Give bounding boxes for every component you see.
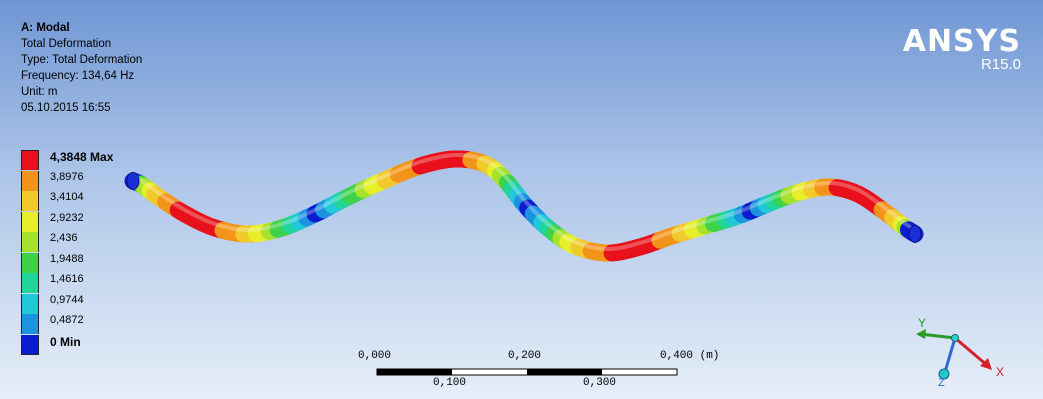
analysis-title: A: Modal — [21, 22, 70, 34]
legend-swatch — [21, 334, 39, 355]
legend-level: 3,4104 — [21, 191, 141, 212]
legend-label: 0 Min — [50, 334, 81, 349]
legend-swatch — [21, 314, 39, 334]
legend-label: 1,4616 — [50, 273, 84, 285]
scale-label-300: 0,300 — [583, 377, 617, 389]
y-axis-arrow-icon — [916, 329, 926, 339]
legend-level: 1,9488 — [21, 252, 141, 274]
x-axis-label: X — [996, 365, 1004, 379]
legend-swatch — [21, 252, 39, 273]
legend-level: 3,8976 — [21, 170, 141, 192]
scale-label-200: 0,200 — [508, 350, 542, 362]
brand-version: R15.0 — [980, 56, 1021, 73]
legend-swatch — [21, 211, 39, 232]
legend-swatch — [21, 273, 39, 293]
legend-label: 3,8976 — [50, 170, 84, 183]
x-axis-arrow-icon — [980, 358, 992, 370]
legend-label: 0,9744 — [50, 293, 84, 306]
scale-label-100: 0,100 — [433, 377, 467, 389]
scale-label-400: 0,400 (m) — [660, 350, 720, 362]
legend-level: 2,9232 — [21, 211, 141, 233]
triad-origin-icon — [951, 334, 959, 342]
legend-level: 0,4872 — [21, 314, 141, 335]
x-axis-line — [954, 336, 989, 368]
z-axis-cap-icon — [938, 368, 950, 380]
legend-level: 0,9744 — [21, 293, 141, 315]
legend-label: 2,9232 — [50, 211, 84, 224]
tube-end-cap-start — [126, 172, 140, 190]
y-axis-label: Y — [918, 318, 926, 330]
result-type: Type: Total Deformation — [21, 54, 143, 66]
legend-level: 2,436 — [21, 232, 141, 253]
z-axis-label: Z — [938, 377, 945, 389]
result-frequency: Frequency: 134,64 Hz — [21, 70, 135, 82]
result-unit: Unit: m — [21, 86, 58, 98]
legend-label: 2,436 — [50, 232, 78, 244]
tube-end-cap-end — [908, 225, 922, 243]
legend-label: 1,9488 — [50, 252, 84, 265]
tube-highlight — [131, 152, 917, 252]
legend-swatch — [21, 170, 39, 191]
legend-swatch — [21, 293, 39, 314]
legend-label: 4,3848 Max — [50, 150, 114, 164]
tube-contour-segments — [124, 150, 924, 262]
z-axis-line — [943, 337, 957, 373]
brand-name: ANSYS — [902, 24, 1021, 59]
ansys-logo: ANSYS R15.0 — [903, 27, 1021, 73]
y-axis-line — [919, 332, 956, 340]
result-name: Total Deformation — [21, 38, 112, 50]
legend-swatch — [21, 150, 39, 170]
legend-level: 0 Min — [21, 334, 141, 356]
legend-swatch — [21, 191, 39, 211]
scale-bar-graphic — [376, 368, 678, 376]
result-timestamp: 05.10.2015 16:55 — [21, 102, 111, 114]
legend-label: 3,4104 — [50, 191, 84, 203]
legend-swatch — [21, 232, 39, 252]
result-info-block: A: Modal Total Deformation Type: Total D… — [21, 20, 142, 116]
legend-level: 1,4616 — [21, 273, 141, 294]
axis-triad[interactable]: Y X Z — [910, 318, 1020, 390]
scale-label-0: 0,000 — [358, 350, 392, 362]
scale-bar: 0,000 0,200 0,400 (m) 0,100 0,300 — [355, 350, 719, 399]
legend-label: 0,4872 — [50, 314, 84, 326]
legend-level: 4,3848 Max — [21, 150, 141, 171]
